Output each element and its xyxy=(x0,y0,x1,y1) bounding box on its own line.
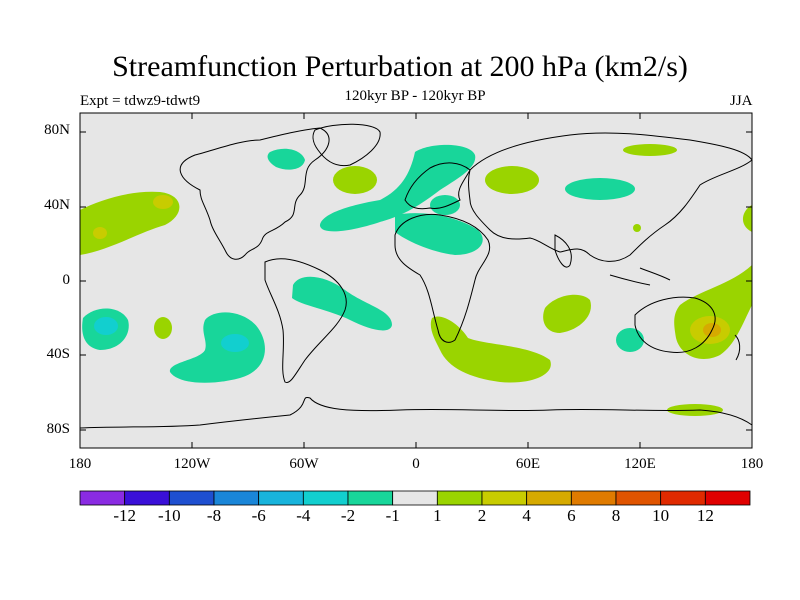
colorbar-swatch xyxy=(436,490,483,506)
region-positive xyxy=(154,317,172,339)
colorbar-tick-label: 1 xyxy=(433,506,442,525)
colorbar-swatch xyxy=(168,490,215,506)
lon-label-0: 0 xyxy=(412,456,420,472)
axis-ticks xyxy=(79,113,753,448)
colorbar-swatch xyxy=(392,490,438,506)
lat-label-80n: 80N xyxy=(44,122,70,138)
contour-fills xyxy=(80,144,752,416)
lon-label-120e: 120E xyxy=(624,456,656,472)
colorbar-tick-label: -1 xyxy=(385,506,400,525)
lat-label-40s: 40S xyxy=(46,346,70,362)
region-negative xyxy=(320,144,476,232)
colorbar-swatch xyxy=(213,490,260,506)
colorbar-swatch xyxy=(615,490,662,506)
colorbar-swatch xyxy=(258,490,304,506)
region-negative xyxy=(565,178,635,200)
lat-label-0: 0 xyxy=(62,272,71,288)
region-negative xyxy=(616,328,644,352)
region-negative-core xyxy=(221,334,249,352)
region-negative xyxy=(395,213,483,255)
colorbar-swatch xyxy=(526,490,572,506)
region-positive xyxy=(633,224,641,232)
colorbar-tick-label: -10 xyxy=(157,506,181,525)
lon-label-60e: 60E xyxy=(515,456,541,472)
coastline-greenland xyxy=(312,123,381,167)
colorbar-swatch xyxy=(570,490,617,506)
colorbar-swatch xyxy=(79,490,126,506)
colorbar-swatch xyxy=(124,490,170,506)
region-positive xyxy=(430,316,551,383)
colorbar-swatch xyxy=(660,490,706,506)
colorbar-tick-label: 4 xyxy=(522,506,531,525)
chart-title: Streamfunction Perturbation at 200 hPa (… xyxy=(112,50,688,83)
colorbar-tick-label: -8 xyxy=(206,506,222,525)
coastline-indonesia xyxy=(609,267,671,286)
region-positive xyxy=(80,191,180,255)
coastline-australia xyxy=(634,296,716,354)
region-positive-core xyxy=(93,227,107,239)
region-positive xyxy=(333,166,377,194)
coastline-asia xyxy=(468,132,753,262)
colorbar-tick-label: -12 xyxy=(113,506,136,525)
colorbar-tick-label: 2 xyxy=(477,506,487,525)
chart-subtitle: 120kyr BP - 120kyr BP xyxy=(344,88,486,104)
colorbar-tick-label: -6 xyxy=(251,506,266,525)
lat-label-40n: 40N xyxy=(44,197,70,213)
region-positive xyxy=(742,205,752,232)
region-positive xyxy=(485,166,539,194)
colorbar-tick-label: -4 xyxy=(296,506,311,525)
region-positive xyxy=(623,144,677,156)
colorbar-tick-label: 6 xyxy=(567,506,576,525)
colorbar-swatch xyxy=(302,490,349,506)
region-negative xyxy=(430,195,460,215)
region-positive xyxy=(543,294,591,333)
colorbar-swatch xyxy=(481,490,528,506)
colorbar-tick-label: -2 xyxy=(340,506,356,525)
colorbar-tick-label: 10 xyxy=(652,506,670,525)
region-negative xyxy=(267,148,305,170)
colorbar-swatch xyxy=(347,490,394,506)
region-positive-core xyxy=(153,195,173,209)
experiment-label: Expt = tdwz9-tdwt9 xyxy=(80,93,201,109)
coastline-india xyxy=(554,234,572,268)
coastline-antarctica xyxy=(79,396,753,429)
lon-label-60w: 60W xyxy=(289,456,319,472)
colorbar-tick-label: 12 xyxy=(696,506,714,525)
lat-label-80s: 80S xyxy=(46,421,70,437)
coastline-new-zealand xyxy=(734,334,741,361)
season-label: JJA xyxy=(730,93,753,109)
lon-label-120w: 120W xyxy=(173,456,211,472)
lon-label-180w: 180 xyxy=(68,456,92,472)
region-negative xyxy=(292,276,392,331)
coastline-europe xyxy=(404,162,471,210)
coastline-africa xyxy=(394,213,491,343)
coastline-north-america xyxy=(179,127,330,260)
colorbar xyxy=(79,490,751,506)
lon-label-180e: 180 xyxy=(740,456,764,472)
region-negative xyxy=(169,312,265,383)
coastline-south-america xyxy=(264,258,347,384)
colorbar-tick-label: 8 xyxy=(611,506,621,525)
coastlines xyxy=(79,123,753,429)
region-negative-core xyxy=(94,317,118,335)
colorbar-swatch xyxy=(704,490,751,506)
